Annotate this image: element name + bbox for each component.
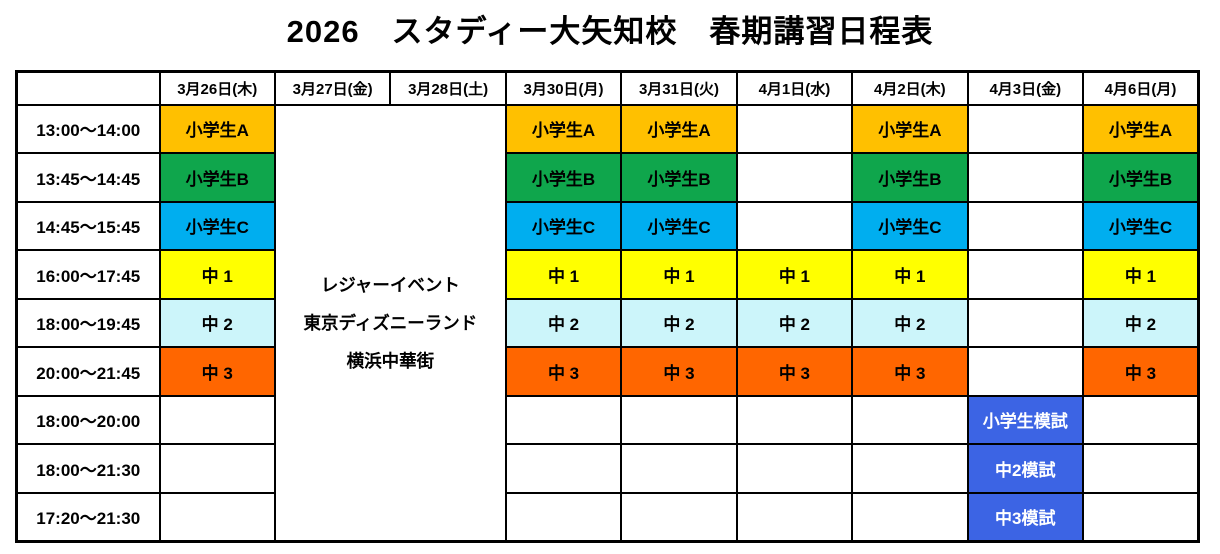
- schedule-cell: 小学生A: [1082, 103, 1200, 154]
- time-slot-label: 14:45～15:45: [15, 200, 161, 251]
- schedule-cell: [735, 443, 854, 494]
- schedule-cell: [735, 152, 854, 203]
- table-row: 14:45～15:45 小学生C 小学生C 小学生C 小学生C 小学生C: [15, 200, 1200, 251]
- schedule-cell: [966, 200, 1085, 251]
- schedule-cell: [735, 394, 854, 445]
- schedule-cell: 中 3: [504, 346, 623, 397]
- date-header: 3月28日(土): [389, 70, 507, 106]
- table-row: 18:00～20:00 小学生模試: [15, 394, 1200, 445]
- date-header: 4月3日(金): [966, 70, 1085, 106]
- schedule-cell: 中 2: [158, 297, 276, 348]
- time-slot-label: 13:45～14:45: [15, 152, 161, 203]
- schedule-cell: 中 3: [620, 346, 738, 397]
- schedule-cell: [504, 491, 623, 542]
- time-slot-label: 18:00～21:30: [15, 443, 161, 494]
- schedule-cell: 小学生C: [851, 200, 969, 251]
- schedule-cell: 小学生C: [504, 200, 623, 251]
- date-header: 3月30日(月): [504, 70, 623, 106]
- schedule-cell: 中 1: [735, 249, 854, 300]
- schedule-cell: [504, 443, 623, 494]
- schedule-cell: [735, 103, 854, 154]
- schedule-cell: [620, 491, 738, 542]
- schedule-cell: 中 2: [620, 297, 738, 348]
- schedule-cell: [966, 346, 1085, 397]
- schedule-cell: 小学生C: [158, 200, 276, 251]
- schedule-cell: 小学生A: [504, 103, 623, 154]
- schedule-cell: 小学生B: [851, 152, 969, 203]
- schedule-cell: 中 3: [1082, 346, 1200, 397]
- schedule-cell: [735, 200, 854, 251]
- schedule-cell: 中 3: [735, 346, 854, 397]
- time-slot-label: 20:00～21:45: [15, 346, 161, 397]
- schedule-cell: 小学生A: [158, 103, 276, 154]
- corner-cell: [15, 70, 161, 106]
- schedule-cell: 小学生C: [1082, 200, 1200, 251]
- date-header: 4月6日(月): [1082, 70, 1200, 106]
- date-header: 3月27日(金): [273, 70, 392, 106]
- schedule-cell: 小学生B: [1082, 152, 1200, 203]
- schedule-cell: 中 2: [1082, 297, 1200, 348]
- page-title: 2026 スタディー大矢知校 春期講習日程表: [286, 14, 934, 49]
- schedule-cell: 中3模試: [966, 491, 1085, 542]
- schedule-cell: 中 1: [1082, 249, 1200, 300]
- schedule-cell: 中 1: [158, 249, 276, 300]
- schedule-cell: [158, 491, 276, 542]
- table-row: 13:00～14:00 小学生A レジャーイベント 東京ディズニーランド 横浜中…: [15, 103, 1200, 542]
- table-row: 18:00～21:30 中2模試: [15, 443, 1200, 494]
- schedule-cell: [966, 103, 1085, 154]
- schedule-cell: 中 2: [735, 297, 854, 348]
- schedule-cell: 小学生C: [620, 200, 738, 251]
- table-row: 16:00～17:45 中 1 中 1 中 1 中 1 中 1 中 1: [15, 249, 1200, 300]
- time-slot-label: 18:00～19:45: [15, 297, 161, 348]
- leisure-event-cell: レジャーイベント 東京ディズニーランド 横浜中華街: [273, 103, 507, 542]
- schedule-cell: 中 2: [851, 297, 969, 348]
- schedule-cell: 中 1: [851, 249, 969, 300]
- schedule-cell: [504, 394, 623, 445]
- schedule-table: 3月26日(木) 3月27日(金) 3月28日(土) 3月30日(月) 3月31…: [15, 70, 1200, 543]
- schedule-cell: [620, 443, 738, 494]
- schedule-cell: [851, 491, 969, 542]
- table-row: 18:00～19:45 中 2 中 2 中 2 中 2 中 2 中 2: [15, 297, 1200, 348]
- schedule-cell: [966, 297, 1085, 348]
- time-slot-label: 18:00～20:00: [15, 394, 161, 445]
- time-slot-label: 17:20～21:30: [15, 491, 161, 542]
- schedule-cell: 中 3: [158, 346, 276, 397]
- schedule-cell: 小学生B: [620, 152, 738, 203]
- time-slot-label: 16:00～17:45: [15, 249, 161, 300]
- schedule-cell: 中 1: [504, 249, 623, 300]
- schedule-cell: 小学生模試: [966, 394, 1085, 445]
- schedule-cell: [158, 443, 276, 494]
- table-row: 20:00～21:45 中 3 中 3 中 3 中 3 中 3 中 3: [15, 346, 1200, 397]
- schedule-cell: 小学生A: [851, 103, 969, 154]
- schedule-cell: [1082, 443, 1200, 494]
- event-line: 東京ディズニーランド: [303, 312, 478, 333]
- table-row: 13:45～14:45 小学生B 小学生B 小学生B 小学生B 小学生B: [15, 152, 1200, 203]
- schedule-cell: [158, 394, 276, 445]
- schedule-cell: 小学生B: [504, 152, 623, 203]
- date-header: 3月31日(火): [620, 70, 738, 106]
- schedule-cell: 中 1: [620, 249, 738, 300]
- schedule-cell: [966, 249, 1085, 300]
- schedule-cell: [851, 394, 969, 445]
- date-header: 3月26日(木): [158, 70, 276, 106]
- date-header: 4月2日(木): [851, 70, 969, 106]
- header-row: 3月26日(木) 3月27日(金) 3月28日(土) 3月30日(月) 3月31…: [15, 70, 1200, 106]
- schedule-cell: [1082, 491, 1200, 542]
- schedule-cell: 小学生A: [620, 103, 738, 154]
- event-line: レジャーイベント: [320, 274, 460, 295]
- schedule-cell: 中 2: [504, 297, 623, 348]
- schedule-cell: 小学生B: [158, 152, 276, 203]
- schedule-cell: [1082, 394, 1200, 445]
- event-line: 横浜中華街: [346, 350, 435, 371]
- schedule-cell: [851, 443, 969, 494]
- schedule-cell: [620, 394, 738, 445]
- time-slot-label: 13:00～14:00: [15, 103, 161, 154]
- schedule-cell: [966, 152, 1085, 203]
- date-header: 4月1日(水): [735, 70, 854, 106]
- table-row: 17:20～21:30 中3模試: [15, 491, 1200, 542]
- schedule-cell: [735, 491, 854, 542]
- schedule-cell: 中2模試: [966, 443, 1085, 494]
- schedule-cell: 中 3: [851, 346, 969, 397]
